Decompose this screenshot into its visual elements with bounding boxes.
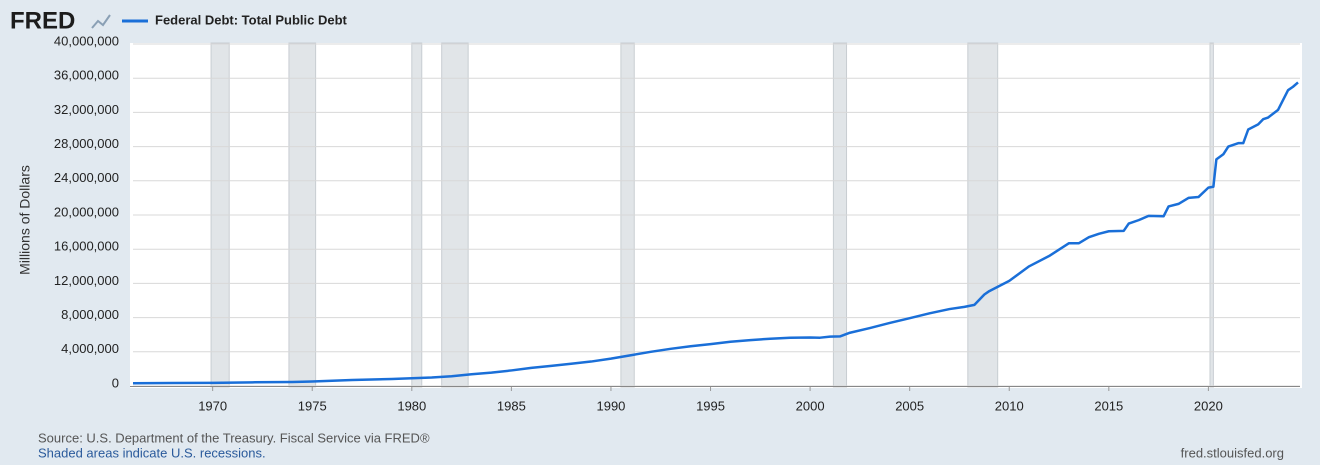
source: Source: U.S. Department of the Treasury.… — [38, 430, 430, 445]
y-tick-label: 20,000,000 — [54, 204, 119, 219]
x-tick-label: 1980 — [397, 398, 426, 413]
x-tick-label: 1990 — [596, 398, 625, 413]
logo-icon — [91, 14, 111, 29]
x-tick-label: 2015 — [1094, 398, 1123, 413]
legend-label: Federal Debt: Total Public Debt — [155, 12, 348, 27]
site-link[interactable]: fred.stlouisfed.org — [1181, 445, 1284, 460]
data-line — [132, 81, 1299, 385]
x-tick-label: 2005 — [895, 398, 924, 413]
y-tick-label: 28,000,000 — [54, 136, 119, 151]
y-tick-label: 40,000,000 — [54, 33, 119, 48]
x-tick-label: 1985 — [497, 398, 526, 413]
y-tick-label: 36,000,000 — [54, 68, 119, 83]
x-tick-label: 2020 — [1194, 398, 1223, 413]
x-tick-label: 1995 — [696, 398, 725, 413]
y-tick-label: 0 — [112, 375, 119, 390]
y-tick-label: 4,000,000 — [61, 341, 119, 356]
y-tick-label: 32,000,000 — [54, 102, 119, 117]
x-tick-label: 1970 — [198, 398, 227, 413]
y-tick-label: 8,000,000 — [61, 307, 119, 322]
logo: FRED — [10, 7, 75, 34]
y-tick-label: 12,000,000 — [54, 273, 119, 288]
x-tick-label: 1975 — [298, 398, 327, 413]
x-tick-label: 2010 — [995, 398, 1024, 413]
x-tick-label: 2000 — [796, 398, 825, 413]
recession-note[interactable]: Shaded areas indicate U.S. recessions. — [38, 445, 266, 460]
y-tick-label: 24,000,000 — [54, 170, 119, 185]
y-axis-label: Millions of Dollars — [17, 165, 33, 275]
y-tick-label: 16,000,000 — [54, 239, 119, 254]
